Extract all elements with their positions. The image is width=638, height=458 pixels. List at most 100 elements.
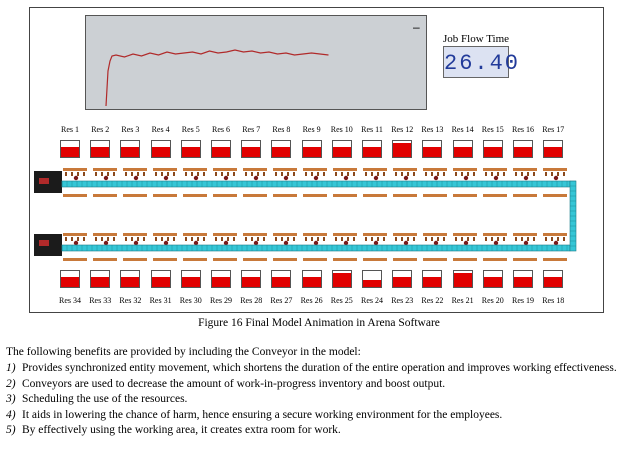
worker-mark: [65, 172, 67, 176]
station-top: [303, 168, 327, 171]
worker-mark: [545, 172, 547, 176]
worker-mark: [407, 237, 409, 241]
worker-mark: [83, 237, 85, 241]
resource-level-fill: [272, 277, 291, 287]
resource-label: Res 5: [181, 125, 200, 134]
worker-mark: [515, 237, 517, 241]
worker-mark: [227, 172, 229, 176]
station-bottom: [513, 258, 537, 261]
resource-queue-box: [452, 140, 473, 158]
station-bottom: [513, 194, 537, 197]
worker-mark: [203, 172, 205, 176]
station-bottom: [543, 258, 567, 261]
resource-queue-box: [392, 270, 413, 288]
worker-mark: [365, 237, 367, 241]
entity-dot: [73, 240, 79, 246]
worker-mark: [353, 237, 355, 241]
worker-mark: [281, 237, 283, 241]
resource-level-fill: [61, 147, 79, 157]
resource-level-fill: [91, 147, 110, 157]
worker-mark: [497, 237, 499, 241]
station-bottom: [93, 258, 117, 261]
resource-queue-box: [241, 140, 262, 158]
job-flow-time-display: 26.40: [443, 46, 518, 78]
figure-caption: Figure 16 Final Model Animation in Arena…: [198, 317, 440, 329]
worker-mark: [485, 237, 487, 241]
worker-mark: [323, 172, 325, 176]
resource-queue-box: [180, 140, 201, 158]
station-bottom: [63, 194, 87, 197]
resource-queue-box: [180, 270, 201, 288]
worker-mark: [101, 237, 103, 241]
resource-queue-box: [482, 270, 503, 288]
worker-mark: [245, 237, 247, 241]
resource-level-fill: [363, 279, 381, 287]
resource-queue-box: [271, 140, 292, 158]
resource-level-fill: [423, 277, 442, 287]
station-bottom: [483, 258, 507, 261]
worker-mark: [401, 172, 403, 176]
station-top: [63, 168, 87, 171]
resource-label: Res 18: [542, 296, 565, 305]
resource-queue-box: [422, 270, 443, 288]
worker-mark: [107, 172, 109, 176]
station-bottom: [363, 194, 387, 197]
entity-dot: [313, 240, 319, 246]
entity-dot: [553, 175, 559, 181]
resource-label: Res 4: [151, 125, 170, 134]
worker-mark: [221, 237, 223, 241]
resource-label: Res 28: [240, 296, 263, 305]
worker-mark: [305, 237, 307, 241]
worker-mark: [191, 172, 193, 176]
plot-trace: [105, 49, 329, 107]
worker-mark: [557, 172, 559, 176]
resource-level-fill: [483, 277, 502, 287]
resource-label: Res 30: [179, 296, 202, 305]
worker-mark: [143, 237, 145, 241]
resource-level-fill: [453, 273, 472, 287]
station-bottom: [363, 258, 387, 261]
entity-dot: [73, 175, 79, 181]
resource-level-fill: [544, 277, 563, 287]
worker-mark: [425, 172, 427, 176]
worker-mark: [233, 237, 235, 241]
resource-label: Res 11: [361, 125, 383, 134]
resource-queue-box: [211, 270, 231, 288]
conveyor-belt: [61, 244, 571, 252]
station-top: [93, 168, 117, 171]
station-bottom: [243, 194, 267, 197]
entity-dot: [163, 175, 169, 181]
worker-mark: [287, 237, 289, 241]
resource-level-fill: [332, 147, 351, 157]
resource-level-fill: [61, 277, 79, 287]
entity-dot: [493, 240, 499, 246]
resource-label: Res 25: [330, 296, 353, 305]
station-bottom: [123, 258, 147, 261]
resource-level-fill: [393, 277, 412, 287]
station-top: [333, 233, 357, 236]
resource-label: Res 10: [330, 125, 353, 134]
resource-level-fill: [121, 147, 140, 157]
worker-mark: [347, 237, 349, 241]
station-top: [153, 233, 177, 236]
resource-level-fill: [91, 277, 110, 287]
station-bottom: [303, 194, 327, 197]
station-bottom: [423, 194, 447, 197]
entity-dot: [433, 175, 439, 181]
list-item: 5) By effectively using the working area,…: [6, 424, 341, 436]
worker-mark: [503, 237, 505, 241]
worker-mark: [341, 172, 343, 176]
list-item: 2) Conveyors are used to decrease the amo…: [6, 377, 446, 390]
worker-mark: [101, 172, 103, 176]
station-bottom: [453, 258, 477, 261]
station-top: [483, 233, 507, 236]
worker-mark: [113, 172, 115, 176]
station-top: [513, 233, 537, 236]
worker-mark: [161, 237, 163, 241]
worker-mark: [377, 237, 379, 241]
entity-dot: [253, 240, 259, 246]
resource-label: Res 2: [91, 125, 110, 134]
entity-dot: [343, 175, 349, 181]
worker-mark: [173, 172, 175, 176]
worker-mark: [467, 237, 469, 241]
